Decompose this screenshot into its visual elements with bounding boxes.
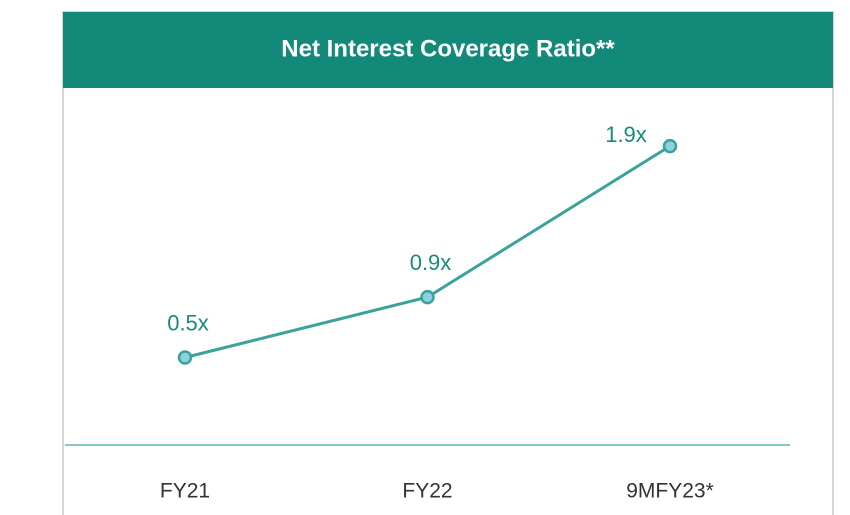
header xyxy=(63,12,833,88)
data-label: 0.9x xyxy=(410,250,452,275)
chart-title: Net Interest Coverage Ratio** xyxy=(281,35,615,62)
data-label: 1.9x xyxy=(605,122,647,147)
marker xyxy=(420,289,435,305)
marker xyxy=(662,138,678,154)
frame xyxy=(62,11,834,515)
x-tick-label: FY21 xyxy=(160,480,210,503)
x-tick-label: 9MFY23* xyxy=(626,480,714,503)
data-label: 0.5x xyxy=(167,310,209,335)
marker xyxy=(177,350,193,365)
x-tick-label: FY22 xyxy=(402,480,452,503)
